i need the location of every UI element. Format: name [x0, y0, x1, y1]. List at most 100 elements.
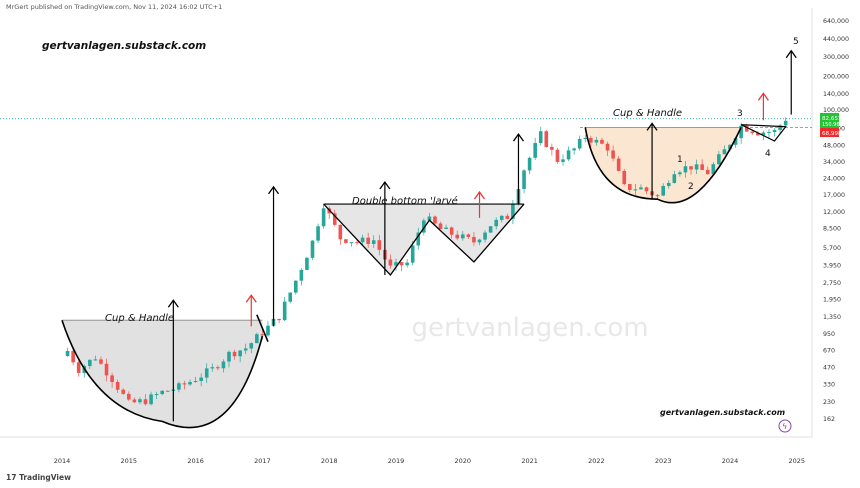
cup1-depth-arrow-head: [167, 299, 179, 308]
cup2-label: Cup & Handle: [613, 108, 682, 119]
candle-body: [683, 166, 688, 173]
candle-body: [394, 262, 398, 266]
candle-body: [338, 224, 343, 240]
watermark-bottom: gertvanlagen.substack.com: [660, 408, 785, 417]
y-tick-label: 24,000: [823, 176, 845, 183]
x-tick-label: 2019: [388, 457, 405, 465]
candle-body: [210, 367, 215, 369]
candle-body: [533, 143, 537, 158]
candle-body: [527, 157, 532, 171]
y-axis-ticks: 640,000 440,000 300,000 200,000 140,000 100,0…: [823, 18, 849, 423]
grid: [0, 118, 812, 128]
y-tick-label: 34,000: [823, 159, 845, 166]
y-tick-label: 140,000: [823, 91, 849, 98]
y-tick-label: 162: [823, 416, 835, 423]
tradingview-brand: 17 TradingView: [6, 473, 71, 482]
candle-body: [299, 269, 304, 281]
candle-body: [366, 237, 370, 244]
candle-body: [778, 125, 782, 131]
y-tick-label: 48,000: [823, 142, 845, 149]
y-tick-label: 2,750: [823, 280, 841, 287]
y-tick-label: 640,000: [823, 18, 849, 25]
candle-body: [243, 348, 248, 351]
candle-body: [277, 318, 281, 321]
double-bottom-breakout-arrow-head: [473, 190, 486, 200]
candle-body: [405, 262, 409, 266]
candle-body: [232, 351, 237, 357]
candle-body: [605, 143, 610, 151]
candle-body: [433, 216, 437, 224]
candle-body: [488, 226, 493, 233]
candle-body: [360, 237, 365, 243]
lightning-glyph: ϟ: [782, 422, 787, 431]
candle-body: [165, 390, 170, 392]
candle-body: [572, 148, 576, 151]
double-bottom-label: Double bottom 'larvé: [352, 195, 458, 207]
candle-body: [633, 189, 638, 191]
candle-body: [104, 363, 109, 376]
candle-body: [722, 149, 727, 155]
candle-body: [204, 368, 209, 378]
candle-body: [678, 172, 682, 175]
candle-body: [611, 150, 615, 159]
y-tick-label: 5,700: [823, 245, 841, 252]
x-tick-label: 2025: [789, 457, 806, 465]
y-tick-label: 230: [823, 399, 835, 406]
candle-body: [672, 174, 677, 183]
candle-body: [238, 350, 242, 357]
candle-body: [739, 125, 743, 139]
candle-body: [149, 394, 153, 405]
candle-body: [288, 292, 293, 302]
candle-body: [355, 242, 359, 244]
candle-body: [661, 186, 665, 196]
y-tick-label: 17,000: [823, 192, 845, 199]
price-label-current: 82,651: [822, 116, 842, 122]
candle-body: [371, 240, 376, 244]
y-tick-label: 470: [823, 365, 835, 372]
candle-body: [522, 170, 526, 189]
watermark-top: gertvanlagen.substack.com: [42, 40, 206, 52]
candle-body: [444, 227, 448, 229]
y-tick-label: 1,350: [823, 314, 841, 321]
candle-body: [733, 138, 738, 145]
candle-body: [666, 182, 671, 187]
candle-body: [644, 187, 649, 192]
candle-body: [115, 381, 120, 390]
candle-body: [483, 232, 487, 240]
x-tick-label: 2017: [254, 457, 271, 465]
candle-body: [499, 215, 504, 220]
candle-body: [783, 120, 788, 126]
candle-body: [761, 132, 766, 136]
cup1-curve: [61, 319, 264, 429]
lightning-icon[interactable]: [778, 419, 792, 433]
candle-body: [88, 359, 92, 367]
price-label-red-bg: [820, 128, 839, 137]
candle-body: [717, 154, 721, 165]
price-label-red: 68,998: [822, 131, 842, 137]
candle-body: [132, 399, 137, 403]
candle-body: [589, 137, 593, 143]
candle-body: [555, 149, 560, 162]
cup2-handle-wedge: [740, 124, 787, 142]
candle-body: [410, 245, 415, 263]
x-tick-label: 2022: [588, 457, 605, 465]
candle-body: [583, 137, 588, 139]
watermark-center: gertvanlagen.com: [411, 313, 648, 343]
cup1-label: Cup & Handle: [105, 313, 174, 324]
candle-body: [472, 236, 476, 243]
candle-body: [221, 361, 226, 369]
candle-body: [455, 234, 460, 239]
cup2-target-arrow-head: [785, 49, 797, 59]
candle-body: [461, 234, 465, 239]
pattern-fills: [62, 127, 742, 428]
double-bottom-depth-arrow-head: [379, 180, 391, 190]
cup1-breakout-arrow-head: [245, 294, 257, 303]
candle-body: [772, 130, 777, 133]
candle-body: [138, 399, 142, 403]
double-bottom-target-arrow-head: [512, 132, 524, 142]
y-tick-label: 330: [823, 382, 835, 389]
candle-body: [544, 131, 549, 147]
candle-body: [332, 213, 337, 225]
candle-body: [756, 133, 760, 136]
